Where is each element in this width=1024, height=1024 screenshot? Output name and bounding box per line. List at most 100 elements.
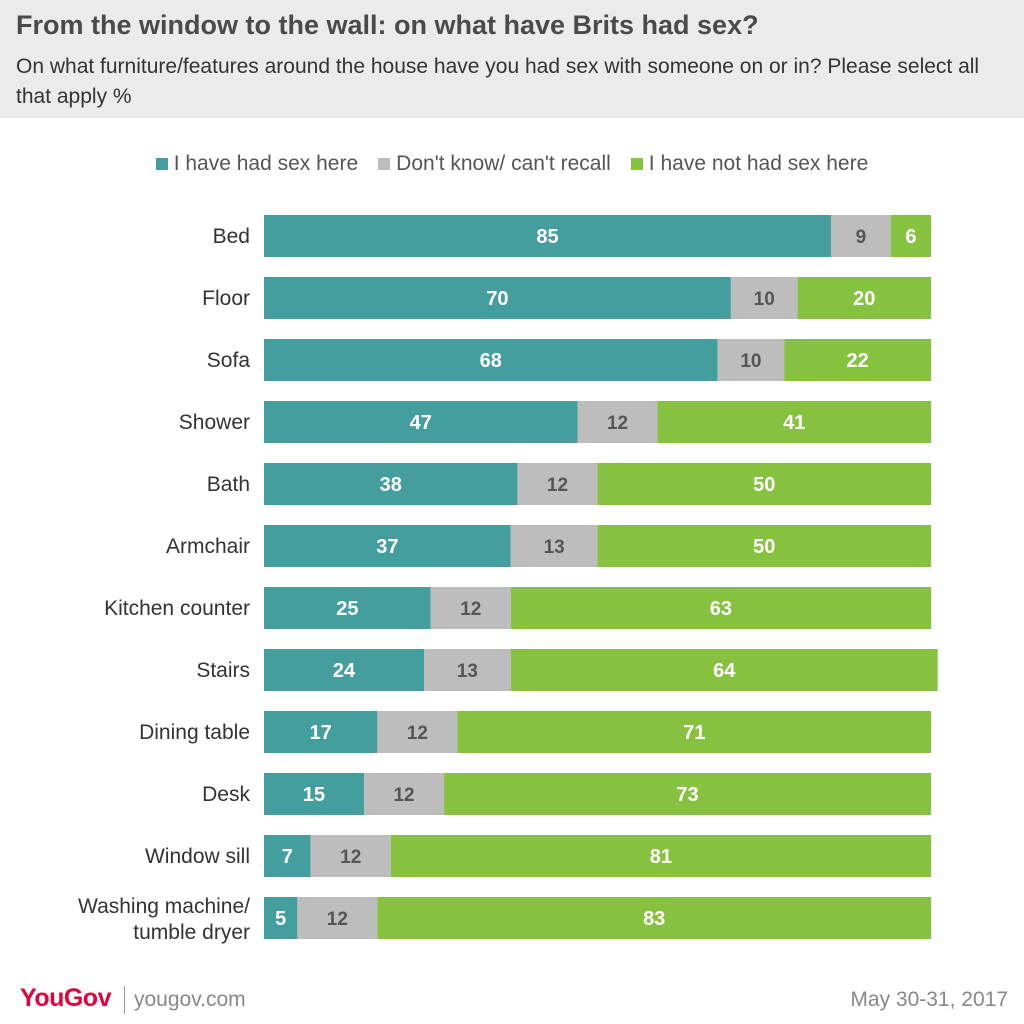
bar-segment-i-have-not-had-sex-here [597,463,931,505]
category-label: Bath [207,473,250,496]
bar-segment-don-t-know-can-t-recall [577,401,658,443]
bar-row-armchair: Armchair 37 13 50 [166,525,931,567]
bar-value-label: 12 [547,475,568,496]
category-label: Window sill [145,845,250,868]
bar-segment-don-t-know-can-t-recall [377,711,458,753]
legend-swatch-not-had-sex [630,158,643,170]
footer-site: yougov.com [134,988,246,1011]
bar-value-label: 70 [486,288,508,310]
bar-row-stairs: Stairs 24 13 64 [196,649,938,691]
footer-date: May 30-31, 2017 [850,988,1008,1011]
bar-value-label: 12 [407,723,428,744]
bar-value-label: 12 [460,599,481,620]
bar-segment-i-have-had-sex-here [264,401,578,443]
footer-divider [124,986,125,1014]
bar-value-label: 64 [713,660,736,682]
category-label: Desk [202,783,250,806]
bar-segment-i-have-not-had-sex-here [377,897,931,939]
category-label: Dining table [139,721,250,744]
bar-value-label: 5 [275,908,286,930]
bar-segment-i-have-not-had-sex-here [784,339,931,381]
category-label: Armchair [166,535,250,558]
bar-segment-i-have-not-had-sex-here [510,649,938,691]
bar-row-floor: Floor 70 10 20 [202,277,931,319]
bar-value-label: 10 [740,351,761,372]
footer: YouGov yougov.com May 30-31, 2017 [0,980,1024,1020]
legend: I have had sex here Don't know/ can't re… [0,150,1024,178]
bar-value-label: 41 [783,412,805,434]
bar-value-label: 85 [536,226,558,248]
bar-value-label: 83 [643,908,665,930]
legend-item-dont-know: Don't know/ can't recall [378,150,611,178]
category-label: Kitchen counter [104,597,250,620]
chart-subtitle: On what furniture/features around the ho… [16,55,980,108]
bar-value-label: 25 [336,598,358,620]
bar-segment-i-have-not-had-sex-here [390,835,932,877]
category-label: Stairs [196,659,250,682]
bar-segment-don-t-know-can-t-recall [297,897,378,939]
bar-segment-don-t-know-can-t-recall [830,215,891,257]
bar-value-label: 81 [650,846,672,868]
bar-value-label: 12 [607,413,628,434]
chart-title: From the window to the wall: on what hav… [16,10,759,40]
category-label: Washing machine/tumble dryer [78,895,250,944]
bar-value-label: 6 [905,226,916,248]
bar-segment-i-have-not-had-sex-here [797,277,931,319]
bar-segment-don-t-know-can-t-recall [310,835,391,877]
bar-value-label: 50 [753,474,775,496]
bar-value-label: 7 [282,846,293,868]
bar-value-label: 50 [753,536,775,558]
bar-value-label: 20 [853,288,875,310]
legend-label-had-sex: I have had sex here [173,152,359,175]
bar-segment-i-have-not-had-sex-here [890,215,931,257]
bar-segment-i-have-had-sex-here [264,463,518,505]
bar-value-label: 12 [340,847,361,868]
bar-segment-don-t-know-can-t-recall [717,339,785,381]
legend-item-had-sex: I have had sex here [155,150,359,178]
bar-row-kitchen-counter: Kitchen counter 25 12 63 [104,587,931,629]
bar-value-label: 12 [393,785,414,806]
bar-value-label: 47 [410,412,432,434]
bar-segment-don-t-know-can-t-recall [364,773,445,815]
legend-swatch-had-sex [155,158,168,170]
bar-row-dining-table: Dining table 17 12 71 [139,711,931,753]
bar-segment-don-t-know-can-t-recall [424,649,511,691]
bar-value-label: 22 [847,350,869,372]
yougov-logo: YouGov [20,984,111,1012]
legend-label-not-had-sex: I have not had sex here [648,152,869,175]
bar-value-label: 10 [754,289,775,310]
header-band: From the window to the wall: on what hav… [0,0,1024,118]
bar-segment-i-have-not-had-sex-here [457,711,931,753]
bar-value-label: 38 [380,474,402,496]
bar-segment-i-have-had-sex-here [264,277,731,319]
bar-segment-i-have-not-had-sex-here [657,401,931,443]
bar-segment-i-have-had-sex-here [264,649,425,691]
category-label: Bed [213,225,250,248]
bar-segment-don-t-know-can-t-recall [517,463,598,505]
bar-segment-i-have-had-sex-here [264,835,311,877]
bar-value-label: 68 [480,350,502,372]
bar-value-label: 71 [683,722,705,744]
bar-value-label: 37 [376,536,398,558]
bar-value-label: 13 [544,537,565,558]
bar-row-bed: Bed 85 9 6 [213,215,931,257]
bar-segment-i-have-had-sex-here [264,711,378,753]
bar-segment-i-have-had-sex-here [264,773,365,815]
bar-segment-i-have-had-sex-here [264,897,298,939]
bar-segment-i-have-not-had-sex-here [510,587,931,629]
stacked-bar-chart: Bed 85 9 6 Floor 70 10 20 Sofa 68 10 22 Shower 47 12 41… [78,215,938,944]
bar-segment-i-have-not-had-sex-here [597,525,931,567]
bar-segment-i-have-had-sex-here [264,215,831,257]
category-label: Floor [202,287,250,310]
bar-segment-don-t-know-can-t-recall [430,587,511,629]
bar-segment-i-have-had-sex-here [264,339,718,381]
bar-row-sofa: Sofa 68 10 22 [207,339,931,381]
bar-segment-i-have-had-sex-here [264,525,511,567]
legend-label-dont-know: Don't know/ can't recall [396,152,611,175]
legend-swatch-dont-know [378,158,391,170]
legend-item-not-had-sex: I have not had sex here [630,150,869,178]
bar-row-window-sill: Window sill 7 12 81 [145,835,932,877]
bar-value-label: 63 [710,598,732,620]
bar-row-washing-machine-tumble-dryer: Washing machine/tumble dryer 5 12 83 [78,895,931,944]
bar-value-label: 12 [327,909,348,930]
